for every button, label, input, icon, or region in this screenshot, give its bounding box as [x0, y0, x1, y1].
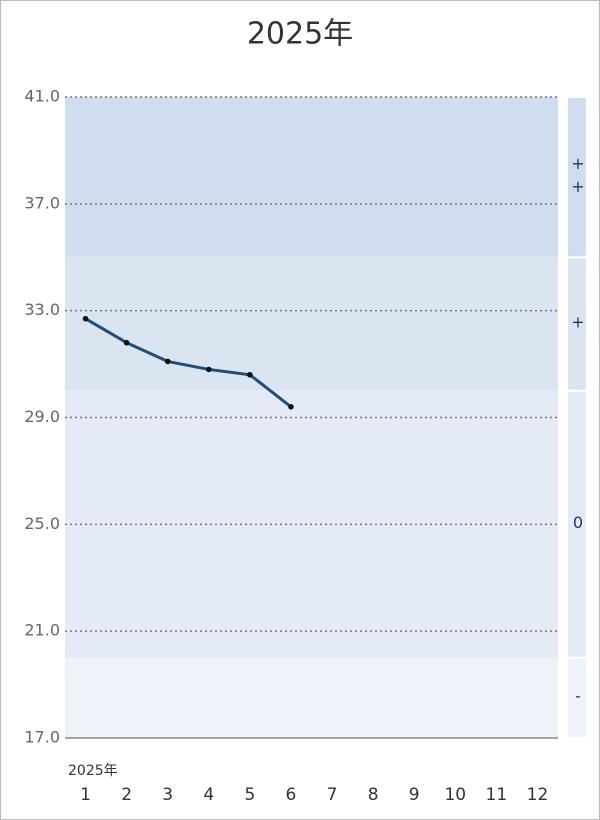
point	[82, 315, 89, 322]
band-label: 0	[569, 513, 588, 536]
y-tick-label: 21.0	[24, 621, 60, 640]
y-tick-label: 33.0	[24, 300, 60, 319]
x-tick-label: 3	[162, 785, 173, 805]
x-axis-label: 2025年	[68, 763, 118, 779]
y-tick-label: 41.0	[24, 87, 60, 106]
band	[65, 257, 558, 391]
chart-title: 2025年	[247, 17, 353, 52]
x-tick-label: 12	[527, 785, 549, 805]
x-tick-label: 4	[203, 785, 214, 805]
x-tick-label: 8	[368, 785, 379, 805]
band-key	[568, 258, 586, 390]
point	[247, 371, 253, 378]
y-tick-label: 29.0	[24, 407, 60, 426]
band	[65, 97, 558, 258]
line	[84, 317, 292, 408]
x-tick-label: 7	[327, 785, 338, 805]
y-tick-label: 17.0	[24, 728, 60, 747]
band-key	[568, 658, 586, 737]
x-tick-label: 5	[244, 785, 255, 805]
x-tick-label: 11	[486, 785, 508, 805]
y-tick-label: 37.0	[24, 193, 60, 212]
band-label: -	[569, 686, 588, 709]
band-label: +	[569, 313, 588, 336]
x-tick-label: 10	[444, 785, 466, 805]
x-tick-label: 9	[409, 785, 420, 805]
x-tick-label: 2	[121, 785, 132, 805]
band-key	[568, 391, 586, 657]
x-tick-label: 1	[80, 785, 91, 805]
point	[288, 404, 294, 410]
band	[65, 657, 558, 738]
point	[164, 358, 171, 365]
band-label: ++	[569, 154, 588, 200]
band-key	[568, 98, 586, 257]
point	[205, 366, 212, 373]
point	[123, 339, 130, 346]
y-tick-label: 25.0	[24, 514, 60, 533]
x-tick-label: 6	[286, 785, 297, 805]
